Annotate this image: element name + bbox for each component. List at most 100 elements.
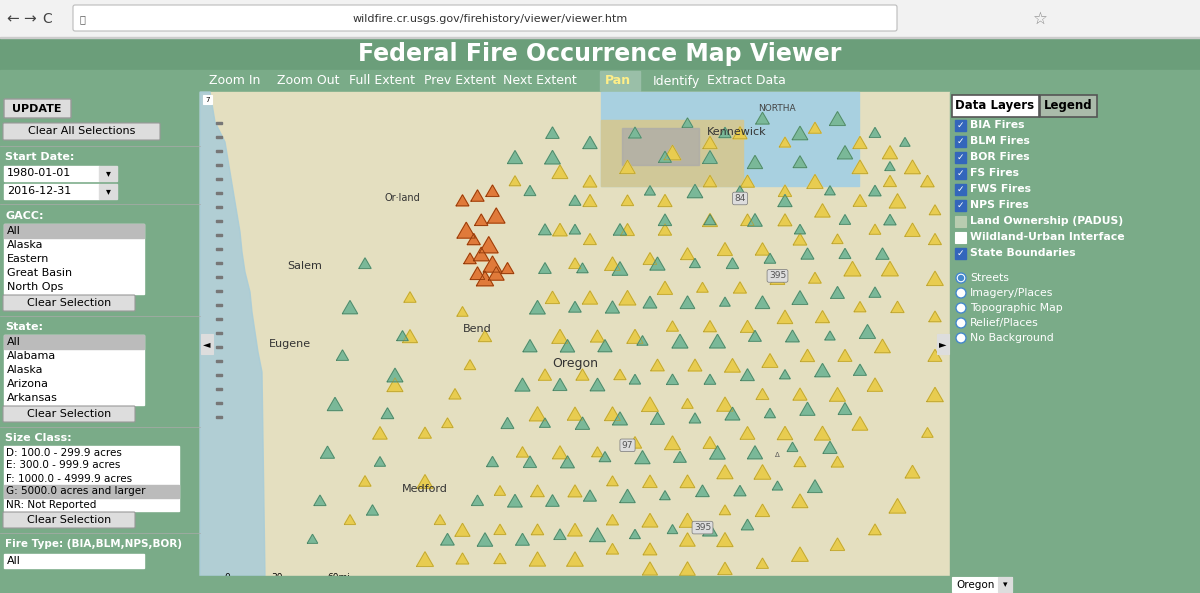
Text: Zoom Out: Zoom Out bbox=[277, 75, 340, 88]
Polygon shape bbox=[840, 215, 851, 224]
Polygon shape bbox=[839, 248, 851, 259]
Polygon shape bbox=[523, 456, 536, 467]
Polygon shape bbox=[800, 349, 815, 362]
Bar bbox=[601, 92, 859, 186]
Polygon shape bbox=[905, 223, 920, 237]
FancyBboxPatch shape bbox=[73, 5, 898, 31]
Polygon shape bbox=[582, 291, 598, 304]
Polygon shape bbox=[786, 330, 799, 342]
Polygon shape bbox=[456, 195, 469, 206]
Polygon shape bbox=[484, 256, 502, 272]
Polygon shape bbox=[688, 184, 703, 197]
Polygon shape bbox=[680, 533, 695, 546]
Polygon shape bbox=[659, 214, 672, 225]
Polygon shape bbox=[757, 558, 768, 568]
Polygon shape bbox=[566, 552, 583, 566]
Polygon shape bbox=[568, 407, 582, 420]
Polygon shape bbox=[475, 214, 488, 225]
Polygon shape bbox=[546, 127, 559, 138]
Text: 395: 395 bbox=[769, 272, 786, 280]
Polygon shape bbox=[553, 224, 568, 236]
Text: Size Class:: Size Class: bbox=[5, 433, 72, 443]
Bar bbox=[4, 335, 144, 349]
Polygon shape bbox=[577, 263, 588, 273]
Polygon shape bbox=[659, 224, 672, 235]
Polygon shape bbox=[720, 297, 730, 306]
Bar bbox=[0, 37, 1200, 38]
Polygon shape bbox=[494, 553, 506, 563]
Polygon shape bbox=[688, 359, 702, 371]
Polygon shape bbox=[869, 224, 881, 234]
Polygon shape bbox=[583, 195, 596, 206]
Polygon shape bbox=[457, 222, 475, 238]
Text: ▾: ▾ bbox=[106, 187, 110, 196]
Polygon shape bbox=[667, 321, 678, 331]
Bar bbox=[203, 95, 212, 104]
Polygon shape bbox=[359, 258, 371, 269]
Bar bbox=[955, 168, 966, 179]
Bar bbox=[216, 374, 222, 375]
Polygon shape bbox=[529, 552, 546, 566]
Polygon shape bbox=[926, 387, 943, 401]
Bar bbox=[216, 304, 222, 305]
Text: Δ: Δ bbox=[775, 452, 780, 458]
Text: F: 1000.0 - 4999.9 acres: F: 1000.0 - 4999.9 acres bbox=[6, 473, 132, 483]
Polygon shape bbox=[823, 441, 836, 453]
Circle shape bbox=[959, 276, 964, 280]
Bar bbox=[216, 276, 222, 278]
Polygon shape bbox=[770, 272, 785, 284]
Polygon shape bbox=[844, 262, 860, 276]
Text: 0: 0 bbox=[224, 573, 230, 582]
Polygon shape bbox=[773, 481, 782, 490]
Bar bbox=[600, 71, 640, 91]
Text: D: 100.0 - 299.9 acres: D: 100.0 - 299.9 acres bbox=[6, 448, 122, 458]
Text: All: All bbox=[7, 556, 20, 566]
Polygon shape bbox=[682, 118, 692, 127]
Polygon shape bbox=[719, 505, 731, 515]
Polygon shape bbox=[716, 397, 733, 411]
Polygon shape bbox=[718, 465, 733, 479]
Polygon shape bbox=[703, 524, 718, 536]
Polygon shape bbox=[852, 160, 868, 174]
Bar bbox=[216, 164, 222, 165]
Polygon shape bbox=[733, 282, 746, 293]
Text: NORTHA: NORTHA bbox=[757, 104, 796, 113]
Polygon shape bbox=[667, 525, 678, 534]
Polygon shape bbox=[928, 349, 942, 361]
Text: Medford: Medford bbox=[402, 484, 448, 494]
Bar bbox=[216, 416, 222, 417]
Polygon shape bbox=[658, 281, 672, 294]
Circle shape bbox=[956, 303, 966, 313]
Bar bbox=[216, 346, 222, 347]
Polygon shape bbox=[637, 336, 648, 345]
Polygon shape bbox=[470, 190, 484, 201]
Polygon shape bbox=[449, 388, 461, 399]
Polygon shape bbox=[852, 417, 868, 430]
Polygon shape bbox=[418, 474, 433, 489]
Polygon shape bbox=[576, 417, 589, 429]
Polygon shape bbox=[764, 253, 775, 263]
Polygon shape bbox=[643, 253, 656, 264]
Text: 60mi: 60mi bbox=[326, 573, 350, 582]
Text: 1980-01-01: 1980-01-01 bbox=[7, 168, 71, 178]
Text: Wildland-Urban Interface: Wildland-Urban Interface bbox=[970, 232, 1124, 243]
Polygon shape bbox=[762, 353, 778, 367]
Bar bbox=[0, 576, 1200, 593]
Polygon shape bbox=[552, 329, 568, 343]
Bar bbox=[98, 166, 118, 181]
Polygon shape bbox=[869, 287, 881, 297]
Polygon shape bbox=[568, 524, 582, 536]
Polygon shape bbox=[929, 234, 941, 244]
FancyBboxPatch shape bbox=[952, 95, 1039, 117]
Polygon shape bbox=[626, 329, 643, 343]
Bar bbox=[216, 360, 222, 362]
Polygon shape bbox=[516, 533, 529, 545]
Polygon shape bbox=[792, 494, 808, 508]
Polygon shape bbox=[642, 562, 658, 575]
Text: NPS Fires: NPS Fires bbox=[970, 200, 1028, 211]
Polygon shape bbox=[494, 524, 506, 534]
Bar bbox=[4, 224, 144, 238]
Polygon shape bbox=[740, 426, 755, 439]
Polygon shape bbox=[824, 186, 835, 195]
Polygon shape bbox=[614, 369, 626, 380]
